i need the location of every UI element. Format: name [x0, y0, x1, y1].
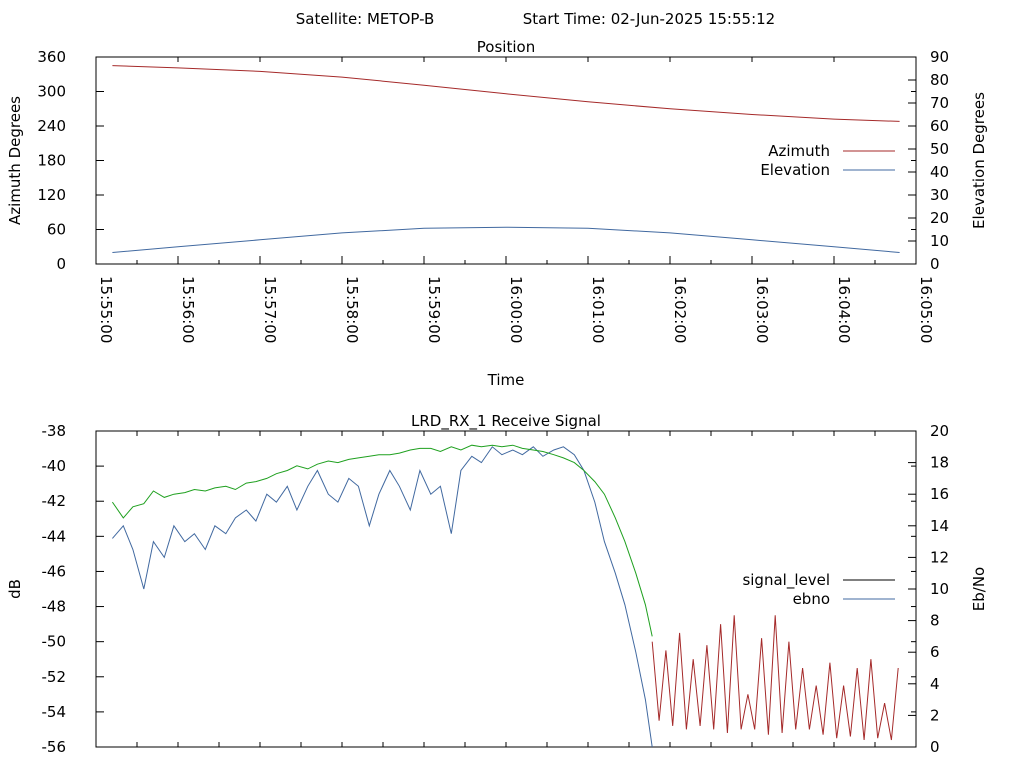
legend-label: Elevation [760, 161, 830, 179]
y2-tick-label: 20 [930, 422, 949, 440]
y-tick-label: -40 [42, 457, 67, 475]
y-tick-label: -50 [42, 633, 67, 651]
y2-tick-label: 60 [930, 117, 949, 135]
y2-axis-label: Elevation Degrees [970, 92, 988, 229]
y2-tick-label: 2 [930, 706, 940, 724]
y-tick-label: -56 [42, 738, 67, 756]
x-tick-label: 15:57:00 [261, 276, 279, 343]
x-tick-label: 16:05:00 [917, 276, 935, 343]
y2-tick-label: 80 [930, 71, 949, 89]
y2-tick-label: 8 [930, 612, 940, 630]
y-tick-label: -54 [42, 703, 67, 721]
series-line-series-2 [111, 444, 653, 637]
y-axis-label: Azimuth Degrees [6, 96, 24, 225]
y-tick-label: 360 [37, 48, 66, 66]
y2-tick-label: 6 [930, 643, 940, 661]
y-tick-label: 0 [56, 255, 66, 273]
y-tick-label: -42 [42, 492, 67, 510]
y2-tick-label: 40 [930, 163, 949, 181]
y-tick-label: 120 [37, 186, 66, 204]
y2-tick-label: 18 [930, 454, 949, 472]
chart-title: Position [477, 38, 535, 56]
x-tick-label: 15:55:00 [97, 276, 115, 343]
legend-label: signal_level [742, 571, 830, 590]
y2-tick-label: 10 [930, 232, 949, 250]
x-tick-label: 15:58:00 [343, 276, 361, 343]
x-tick-label: 15:56:00 [179, 276, 197, 343]
y-axis-label: dB [6, 579, 24, 599]
y-tick-label: -38 [42, 422, 67, 440]
y2-tick-label: 90 [930, 48, 949, 66]
series-line-ebno [112, 446, 653, 748]
y-tick-label: 240 [37, 117, 66, 135]
x-tick-label: 15:59:00 [425, 276, 443, 343]
series-line-signal_level [651, 615, 899, 741]
x-tick-label: 16:01:00 [589, 276, 607, 343]
y2-tick-label: 10 [930, 580, 949, 598]
satellite-label: Satellite: METOP-B [296, 10, 435, 28]
x-tick-label: 16:03:00 [753, 276, 771, 343]
y2-axis-label: Eb/No [970, 567, 988, 611]
y2-tick-label: 16 [930, 485, 949, 503]
x-axis-label: Time [487, 371, 525, 389]
y2-tick-label: 4 [930, 675, 940, 693]
y-tick-label: 300 [37, 83, 66, 101]
y2-tick-label: 50 [930, 140, 949, 158]
y2-tick-label: 70 [930, 94, 949, 112]
chart-title: LRD_RX_1 Receive Signal [411, 412, 601, 431]
x-tick-label: 16:02:00 [671, 276, 689, 343]
y2-tick-label: 0 [930, 738, 940, 756]
y2-tick-label: 20 [930, 209, 949, 227]
x-tick-label: 16:00:00 [507, 276, 525, 343]
y-tick-label: 180 [37, 152, 66, 170]
y2-tick-label: 30 [930, 186, 949, 204]
y-tick-label: -46 [42, 562, 67, 580]
y-tick-label: -44 [42, 527, 67, 545]
y-tick-label: 60 [47, 221, 66, 239]
y-tick-label: -52 [42, 668, 67, 686]
series-line-Elevation [112, 226, 900, 253]
x-tick-label: 16:04:00 [835, 276, 853, 343]
y2-tick-label: 14 [930, 517, 949, 535]
y2-tick-label: 0 [930, 255, 940, 273]
y-tick-label: -48 [42, 598, 67, 616]
y2-tick-label: 12 [930, 548, 949, 566]
start-time-label: Start Time: 02-Jun-2025 15:55:12 [523, 10, 775, 28]
legend-label: Azimuth [768, 142, 830, 160]
series-line-Azimuth [112, 65, 900, 122]
legend-label: ebno [793, 590, 830, 608]
